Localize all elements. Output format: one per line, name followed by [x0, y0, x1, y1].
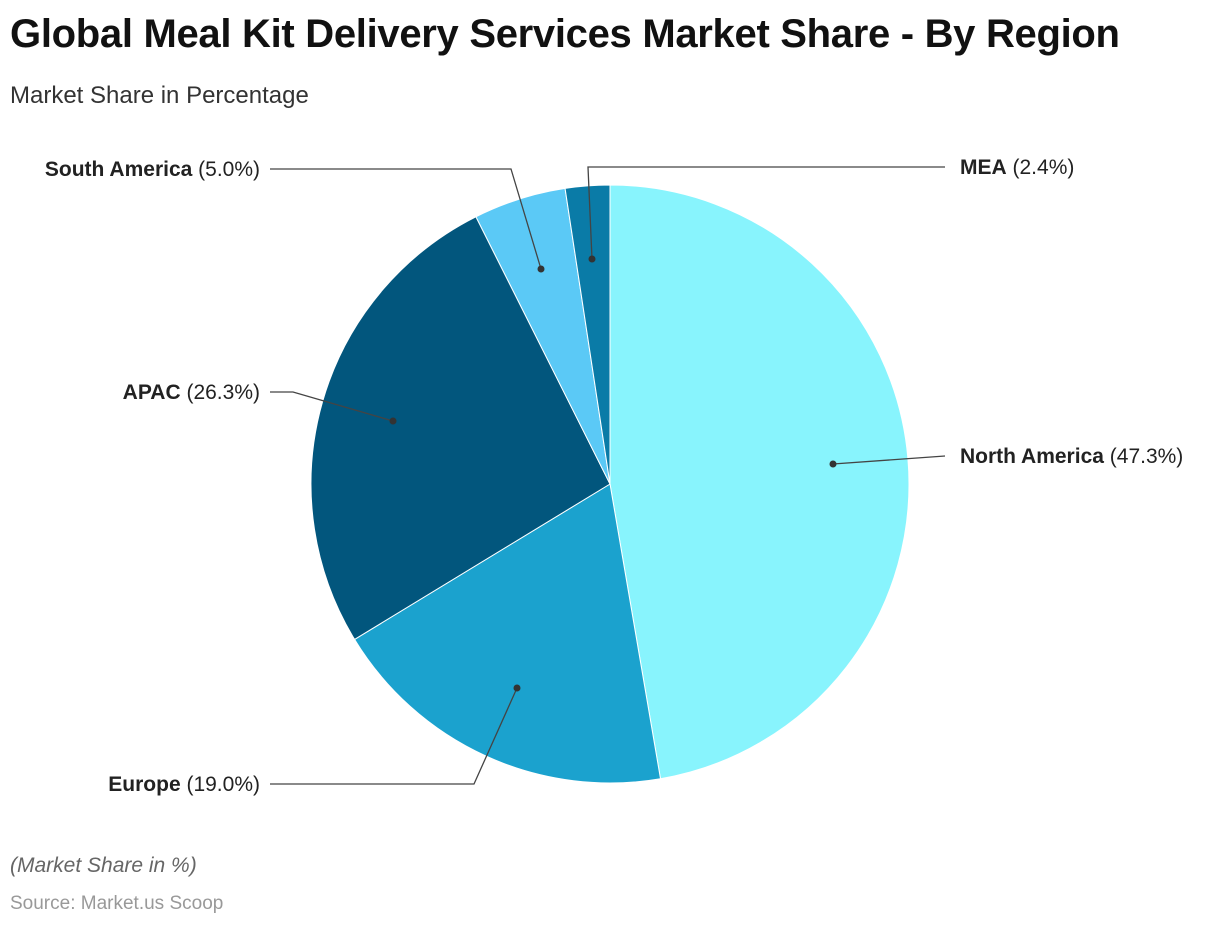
leader-dot-south-america — [537, 265, 545, 273]
data-label-name: MEA — [960, 156, 1007, 179]
data-label-europe: Europe (19.0%) — [108, 773, 260, 796]
pie-slice-mea — [564, 184, 611, 485]
data-label-apac: APAC (26.3%) — [123, 381, 260, 404]
data-label-name: South America — [45, 158, 193, 181]
data-label-value: (26.3%) — [181, 381, 260, 404]
source-note: Source: Market.us Scoop — [10, 893, 224, 914]
unit-note: (Market Share in %) — [10, 854, 197, 877]
data-label-name: APAC — [123, 381, 181, 404]
leader-line-apac — [270, 391, 394, 422]
chart-subtitle: Market Share in Percentage — [10, 82, 309, 109]
data-label-south-america: South America (5.0%) — [45, 158, 260, 181]
data-label-value: (47.3%) — [1104, 445, 1183, 468]
leader-dot-north-america — [829, 460, 837, 468]
leader-line-south-america — [270, 168, 542, 270]
data-label-mea: MEA (2.4%) — [960, 156, 1074, 179]
leader-dot-mea — [588, 255, 596, 263]
leader-line-mea — [587, 166, 945, 260]
data-label-name: North America — [960, 445, 1104, 468]
leader-line-north-america — [832, 455, 946, 465]
leader-dot-apac — [389, 417, 397, 425]
chart-title: Global Meal Kit Delivery Services Market… — [10, 12, 1120, 56]
leader-dot-europe — [513, 684, 521, 692]
pie-slice-north-america — [609, 184, 910, 780]
data-label-value: (2.4%) — [1007, 156, 1075, 179]
data-label-value: (5.0%) — [192, 158, 260, 181]
data-label-value: (19.0%) — [181, 773, 260, 796]
data-label-name: Europe — [108, 773, 180, 796]
leader-line-europe — [270, 687, 518, 785]
data-label-north-america: North America (47.3%) — [960, 445, 1183, 468]
pie-slice-apac — [310, 216, 611, 641]
